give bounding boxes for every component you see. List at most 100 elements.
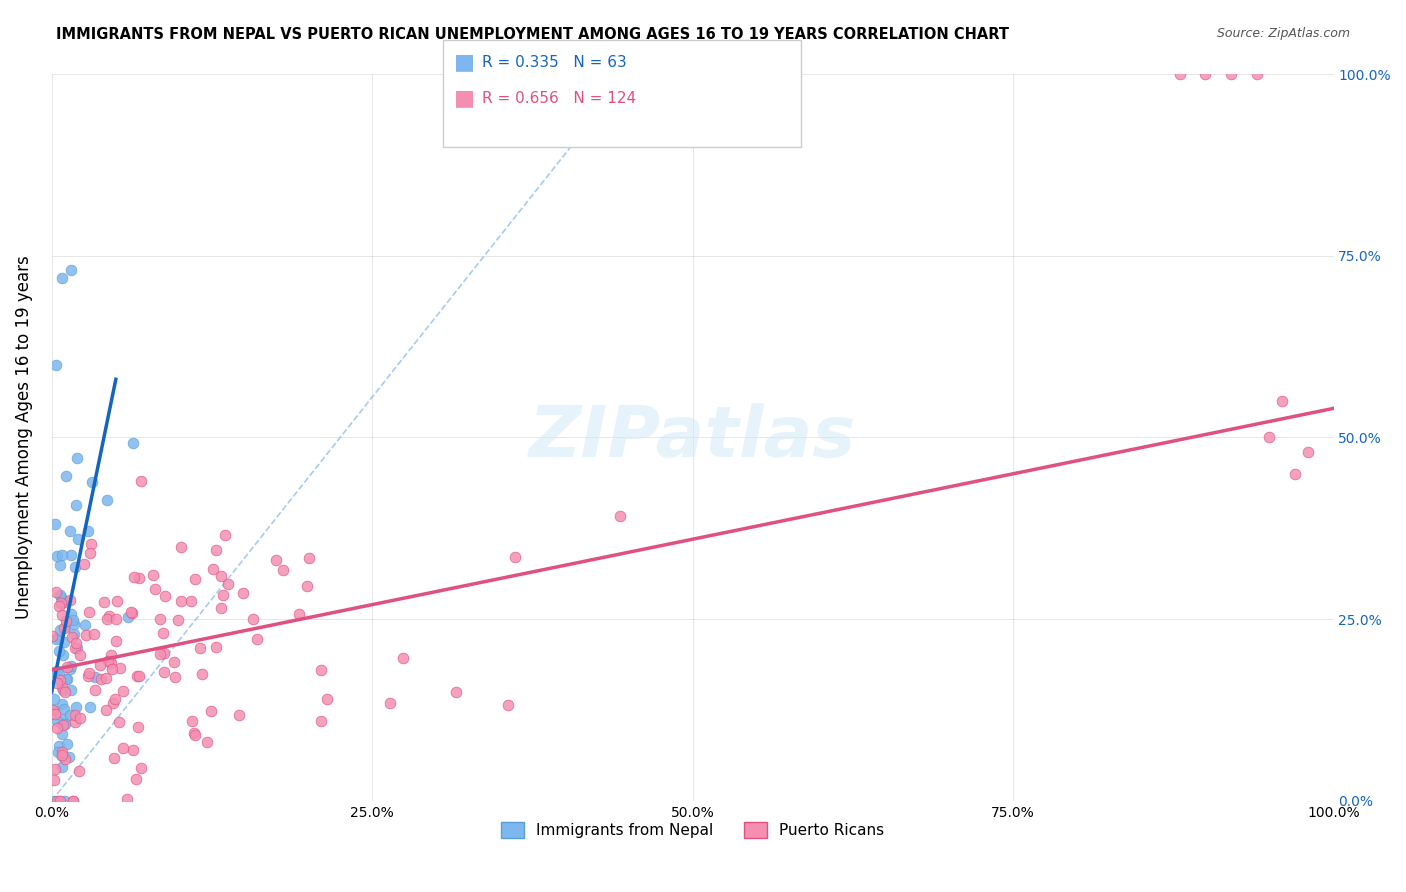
Immigrants from Nepal <box>59 607 82 621</box>
Immigrants from Nepal <box>44 691 66 706</box>
Immigrants from Nepal <box>65 641 87 656</box>
Puerto Ricans <box>100 648 122 662</box>
Puerto Ricans <box>392 650 415 665</box>
Immigrants from Nepal <box>55 717 77 731</box>
Puerto Ricans <box>170 593 193 607</box>
Puerto Ricans <box>83 682 105 697</box>
Puerto Ricans <box>205 542 228 557</box>
Immigrants from Nepal <box>80 475 103 489</box>
Immigrants from Nepal <box>55 595 77 609</box>
Puerto Ricans <box>125 772 148 786</box>
Puerto Ricans <box>201 562 224 576</box>
Puerto Ricans <box>121 606 143 620</box>
Puerto Ricans <box>63 715 86 730</box>
Immigrants from Nepal <box>51 759 73 773</box>
Immigrants from Nepal <box>59 263 82 277</box>
Puerto Ricans <box>191 667 214 681</box>
Puerto Ricans <box>69 648 91 662</box>
Immigrants from Nepal <box>53 794 76 808</box>
Puerto Ricans <box>128 571 150 585</box>
Puerto Ricans <box>100 657 122 671</box>
Puerto Ricans <box>49 673 72 688</box>
Puerto Ricans <box>167 613 190 627</box>
Puerto Ricans <box>165 670 187 684</box>
Puerto Ricans <box>184 572 207 586</box>
Immigrants from Nepal <box>59 548 82 562</box>
Puerto Ricans <box>212 588 235 602</box>
Immigrants from Nepal <box>65 498 87 512</box>
Puerto Ricans <box>52 621 75 635</box>
Puerto Ricans <box>51 747 73 762</box>
Immigrants from Nepal <box>48 794 70 808</box>
Puerto Ricans <box>80 537 103 551</box>
Puerto Ricans <box>214 528 236 542</box>
Puerto Ricans <box>142 568 165 582</box>
Puerto Ricans <box>1194 67 1216 81</box>
Puerto Ricans <box>79 546 101 560</box>
Puerto Ricans <box>49 596 72 610</box>
Puerto Ricans <box>89 658 111 673</box>
Puerto Ricans <box>128 668 150 682</box>
Immigrants from Nepal <box>59 524 82 538</box>
Puerto Ricans <box>105 634 128 648</box>
Puerto Ricans <box>153 589 176 603</box>
Text: ■: ■ <box>454 88 475 108</box>
Puerto Ricans <box>298 551 321 566</box>
Immigrants from Nepal <box>66 451 89 466</box>
Immigrants from Nepal <box>49 558 72 573</box>
Puerto Ricans <box>1246 67 1268 81</box>
Puerto Ricans <box>131 475 153 489</box>
Puerto Ricans <box>163 655 186 669</box>
Immigrants from Nepal <box>42 794 65 808</box>
Immigrants from Nepal <box>45 358 67 372</box>
Immigrants from Nepal <box>45 632 67 646</box>
Puerto Ricans <box>101 662 124 676</box>
Puerto Ricans <box>444 685 467 699</box>
Puerto Ricans <box>69 711 91 725</box>
Puerto Ricans <box>183 728 205 742</box>
Puerto Ricans <box>75 627 97 641</box>
Puerto Ricans <box>76 669 98 683</box>
Puerto Ricans <box>56 660 79 674</box>
Immigrants from Nepal <box>59 662 82 676</box>
Puerto Ricans <box>41 703 63 717</box>
Puerto Ricans <box>104 692 127 706</box>
Puerto Ricans <box>200 704 222 718</box>
Puerto Ricans <box>51 608 73 623</box>
Puerto Ricans <box>309 664 332 678</box>
Immigrants from Nepal <box>62 616 84 631</box>
Puerto Ricans <box>77 605 100 619</box>
Puerto Ricans <box>77 665 100 680</box>
Immigrants from Nepal <box>48 745 70 759</box>
Puerto Ricans <box>93 595 115 609</box>
Puerto Ricans <box>67 764 90 778</box>
Puerto Ricans <box>60 630 83 644</box>
Immigrants from Nepal <box>45 664 67 678</box>
Puerto Ricans <box>183 726 205 740</box>
Puerto Ricans <box>188 640 211 655</box>
Immigrants from Nepal <box>56 672 79 686</box>
Puerto Ricans <box>180 594 202 608</box>
Puerto Ricans <box>149 612 172 626</box>
Puerto Ricans <box>153 646 176 660</box>
Puerto Ricans <box>107 594 129 608</box>
Puerto Ricans <box>120 605 142 619</box>
Puerto Ricans <box>45 721 67 735</box>
Puerto Ricans <box>197 734 219 748</box>
Puerto Ricans <box>96 611 118 625</box>
Puerto Ricans <box>287 607 309 621</box>
Immigrants from Nepal <box>51 727 73 741</box>
Puerto Ricans <box>127 669 149 683</box>
Puerto Ricans <box>1271 394 1294 409</box>
Puerto Ricans <box>242 612 264 626</box>
Puerto Ricans <box>49 794 72 808</box>
Puerto Ricans <box>1284 467 1306 481</box>
Puerto Ricans <box>122 570 145 584</box>
Puerto Ricans <box>97 654 120 668</box>
Puerto Ricans <box>90 672 112 686</box>
Puerto Ricans <box>152 625 174 640</box>
Text: ZIPatlas: ZIPatlas <box>529 403 856 472</box>
Puerto Ricans <box>112 684 135 698</box>
Puerto Ricans <box>209 601 232 615</box>
Puerto Ricans <box>63 641 86 656</box>
